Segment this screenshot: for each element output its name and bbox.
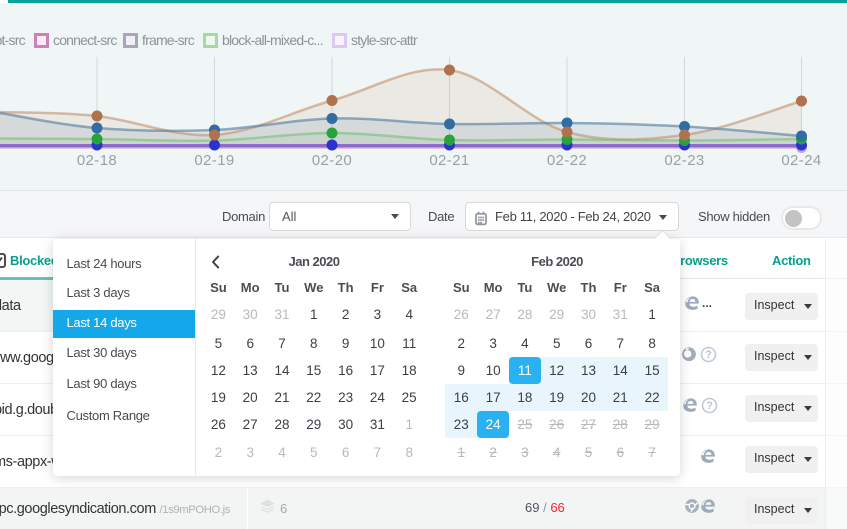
svg-text:?: ? [706, 400, 713, 412]
svg-text:?: ? [705, 349, 712, 361]
